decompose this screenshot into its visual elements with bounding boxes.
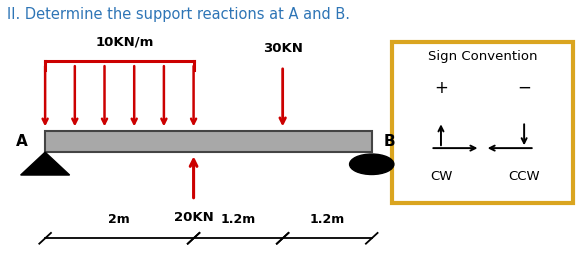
Text: 1.2m: 1.2m — [220, 213, 255, 226]
Text: 10KN/m: 10KN/m — [96, 36, 154, 48]
Circle shape — [350, 154, 394, 175]
Text: CCW: CCW — [508, 170, 540, 183]
Text: −: − — [517, 79, 531, 97]
Text: B: B — [383, 134, 395, 149]
Text: II. Determine the support reactions at A and B.: II. Determine the support reactions at A… — [7, 7, 350, 22]
Text: 2m: 2m — [108, 213, 130, 226]
Text: 20KN: 20KN — [173, 211, 213, 224]
Bar — [45, 131, 372, 152]
Text: 1.2m: 1.2m — [309, 213, 345, 226]
Text: A: A — [16, 134, 28, 149]
Text: +: + — [434, 79, 448, 97]
Text: 30KN: 30KN — [263, 42, 302, 55]
Text: Sign Convention: Sign Convention — [428, 50, 537, 63]
Text: CW: CW — [430, 170, 452, 183]
Polygon shape — [21, 152, 70, 175]
Bar — [392, 42, 573, 203]
